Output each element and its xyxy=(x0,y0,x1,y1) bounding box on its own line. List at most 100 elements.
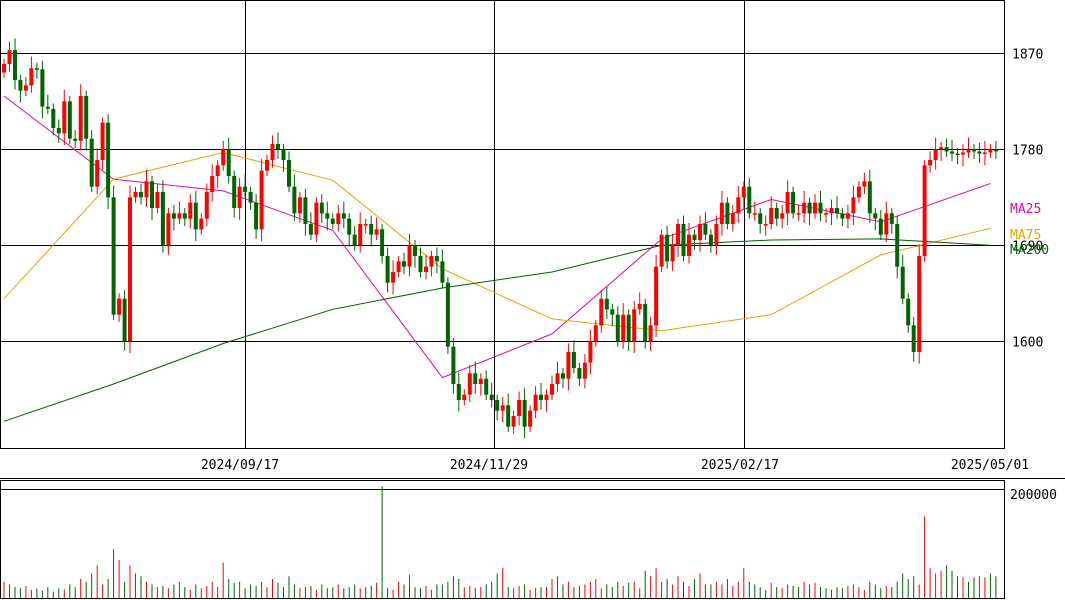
candle-body xyxy=(265,160,269,171)
candle-body xyxy=(736,197,741,214)
candle-body xyxy=(632,309,637,342)
candle-body xyxy=(730,213,735,224)
candle-body xyxy=(413,245,417,256)
candle-body xyxy=(922,165,927,256)
candle-body xyxy=(824,213,828,215)
candle-body xyxy=(308,224,313,235)
candle-body xyxy=(117,298,122,315)
candle xyxy=(215,160,220,188)
candle-body xyxy=(440,261,445,283)
candle-body xyxy=(160,192,165,246)
candle xyxy=(851,185,856,226)
legend-ma25: MA25 xyxy=(1010,202,1041,217)
candle-body xyxy=(944,147,949,152)
candle xyxy=(511,410,516,435)
candle xyxy=(248,186,253,211)
candle xyxy=(358,212,363,253)
candle-body xyxy=(478,378,483,384)
candle-body xyxy=(988,149,993,153)
candle xyxy=(495,394,500,421)
candle-body xyxy=(232,176,237,208)
candle-body xyxy=(708,234,713,246)
candle xyxy=(182,208,187,227)
candle xyxy=(522,388,527,439)
candle-body xyxy=(456,384,461,400)
legend-ma200: MA200 xyxy=(1010,243,1049,258)
candle-body xyxy=(802,202,807,214)
candle-body xyxy=(243,186,248,192)
price-tick-label: 1600 xyxy=(1012,336,1043,351)
candle xyxy=(604,286,609,319)
candle-body xyxy=(851,197,856,214)
candle xyxy=(955,148,960,165)
candle xyxy=(319,194,324,223)
candle xyxy=(972,144,976,159)
candle xyxy=(23,76,28,96)
candle xyxy=(237,178,242,220)
candle xyxy=(517,391,522,426)
candle-body xyxy=(928,160,933,166)
candle xyxy=(725,197,730,230)
candle-body xyxy=(67,101,72,139)
price-panel-frame xyxy=(0,0,1005,449)
candle xyxy=(670,233,675,271)
candle-body xyxy=(917,256,922,352)
candle-body xyxy=(955,153,960,156)
candle xyxy=(626,309,631,351)
candle xyxy=(451,338,456,394)
candle-body xyxy=(495,400,500,411)
candle-body xyxy=(698,224,702,240)
candle xyxy=(889,208,894,234)
price-tick-label: 1690 xyxy=(1012,240,1043,255)
candle-body xyxy=(204,192,209,219)
candle-body xyxy=(462,394,467,400)
candle xyxy=(95,148,100,195)
candle-body xyxy=(336,213,341,224)
candle xyxy=(128,185,132,354)
candle xyxy=(117,293,122,323)
candle-body xyxy=(566,352,571,379)
candle-body xyxy=(259,170,264,230)
candle xyxy=(741,181,746,210)
candle-body xyxy=(177,213,182,219)
candle xyxy=(703,212,708,240)
candle xyxy=(292,174,297,221)
candle xyxy=(29,56,34,93)
candle xyxy=(352,226,357,251)
candle xyxy=(84,90,89,151)
candle-body xyxy=(62,101,67,134)
candle xyxy=(429,250,434,277)
candle xyxy=(982,140,987,166)
candle xyxy=(7,41,12,72)
candle-body xyxy=(719,202,724,224)
candle xyxy=(676,218,680,258)
candle xyxy=(297,192,302,223)
candle xyxy=(917,244,922,364)
candle-body xyxy=(434,256,439,262)
candle xyxy=(845,204,850,229)
candle xyxy=(944,138,949,157)
candle xyxy=(840,208,845,227)
candle-body xyxy=(747,186,752,214)
candle-body xyxy=(835,208,839,214)
candle-body xyxy=(829,208,834,214)
candle xyxy=(89,130,94,192)
candle-body xyxy=(911,325,916,352)
candle xyxy=(369,215,374,247)
candle-body xyxy=(977,151,982,154)
candle xyxy=(856,181,861,203)
candle-body xyxy=(155,192,160,208)
candle-body xyxy=(297,197,302,214)
candle-body xyxy=(533,394,538,411)
candle-body xyxy=(424,266,428,272)
candle-body xyxy=(561,373,565,379)
candle xyxy=(424,254,428,280)
volume-bars xyxy=(3,486,997,598)
candle xyxy=(155,183,160,214)
candle-body xyxy=(895,224,900,267)
candle-body xyxy=(643,304,648,342)
candle xyxy=(303,188,308,236)
candle-body xyxy=(813,202,817,214)
candle-body xyxy=(939,147,944,150)
candle xyxy=(648,316,653,351)
